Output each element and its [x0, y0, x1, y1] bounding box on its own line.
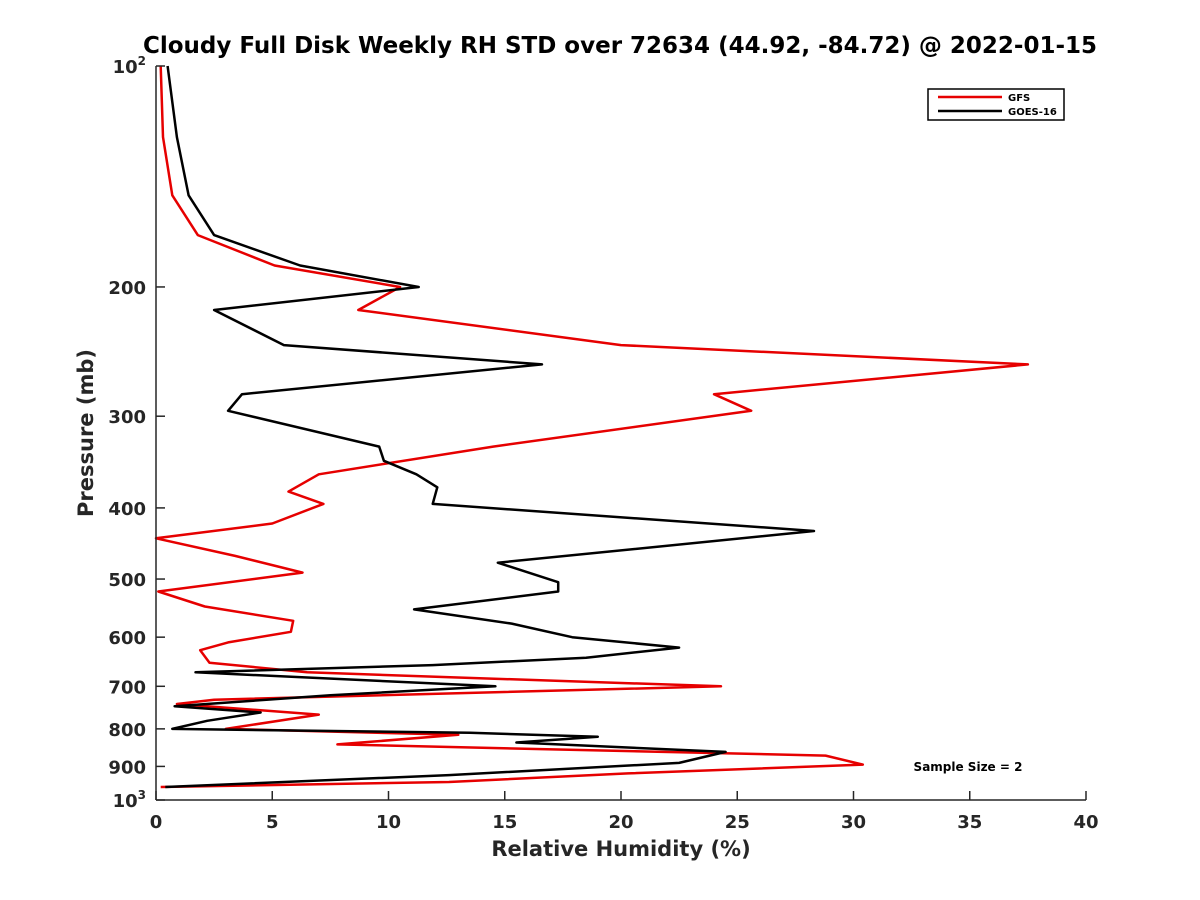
x-tick-label: 15 — [492, 812, 517, 833]
plot-lines — [154, 65, 1030, 789]
y-axis-label: Pressure (mb) — [74, 349, 98, 517]
legend-box — [927, 88, 1065, 121]
x-tick-label: 40 — [1073, 812, 1098, 833]
x-ticks: 0 5 10 15 20 25 30 35 40 — [150, 791, 1099, 833]
y-tick-label: 600 — [108, 628, 146, 649]
x-tick-label: 20 — [608, 812, 633, 833]
y-tick-label: 400 — [108, 499, 146, 520]
series-line-goes16 — [165, 65, 816, 789]
y-tick-label: 800 — [108, 720, 146, 741]
x-axis-label: Relative Humidity (%) — [491, 837, 750, 861]
y-tick-label: 900 — [108, 757, 146, 778]
y-tick-label: 102 — [113, 54, 146, 78]
x-tick-label: 10 — [376, 812, 401, 833]
y-tick-label: 103 — [113, 788, 146, 812]
y-tick-label: 500 — [108, 570, 146, 591]
sample-size-annotation: Sample Size = 2 — [914, 760, 1023, 774]
y-tick-label: 300 — [108, 407, 146, 428]
y-ticks: 102 200 300 400 500 600 700 800 900 103 — [108, 54, 165, 812]
x-tick-label: 35 — [957, 812, 982, 833]
legend-label-goes16: GOES-16 — [1008, 107, 1057, 118]
legend-label-gfs: GFS — [1008, 93, 1030, 104]
legend: GFS GOES-16 — [927, 88, 1065, 121]
y-tick-label: 700 — [108, 677, 146, 698]
x-tick-label: 25 — [725, 812, 750, 833]
y-tick-label: 200 — [108, 278, 146, 299]
x-tick-label: 0 — [150, 812, 163, 833]
x-tick-label: 5 — [266, 812, 279, 833]
x-tick-label: 30 — [841, 812, 866, 833]
chart-title: Cloudy Full Disk Weekly RH STD over 7263… — [143, 33, 1097, 59]
